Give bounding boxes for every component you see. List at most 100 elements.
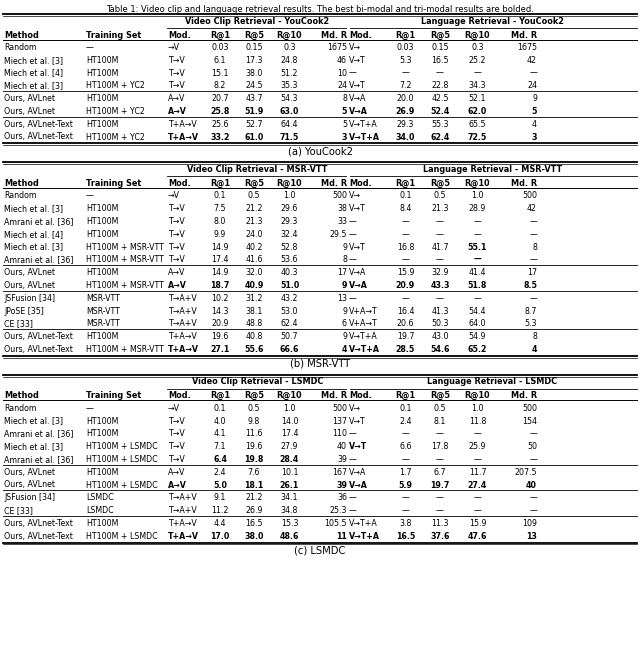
Text: 0.15: 0.15 [245, 43, 263, 52]
Text: 8: 8 [342, 94, 347, 103]
Text: 31.2: 31.2 [245, 293, 263, 303]
Text: 40: 40 [337, 442, 347, 451]
Text: 17: 17 [527, 268, 537, 277]
Text: —: — [436, 69, 444, 77]
Text: 0.1: 0.1 [214, 191, 227, 200]
Text: 34.3: 34.3 [468, 81, 486, 90]
Text: —: — [349, 293, 357, 303]
Text: CE [33]: CE [33] [4, 319, 33, 328]
Text: 167: 167 [332, 468, 347, 477]
Text: 27.9: 27.9 [281, 442, 298, 451]
Text: 1675: 1675 [517, 43, 537, 52]
Text: 154: 154 [522, 417, 537, 426]
Text: T→A+V: T→A+V [168, 493, 196, 502]
Text: 0.1: 0.1 [399, 403, 412, 413]
Text: HT100M: HT100M [86, 217, 118, 226]
Text: 54.9: 54.9 [469, 332, 486, 341]
Text: HT100M + LSMDC: HT100M + LSMDC [86, 455, 157, 464]
Text: 52.1: 52.1 [468, 94, 486, 103]
Text: Amrani et al. [36]: Amrani et al. [36] [4, 429, 74, 438]
Text: T→V: T→V [168, 69, 185, 77]
Text: A→V: A→V [168, 281, 187, 290]
Text: HT100M + YC2: HT100M + YC2 [86, 81, 145, 90]
Text: Miech et al. [3]: Miech et al. [3] [4, 204, 63, 213]
Text: 28.4: 28.4 [280, 455, 299, 464]
Text: 41.7: 41.7 [431, 242, 449, 252]
Text: 1.0: 1.0 [471, 403, 484, 413]
Text: Miech et al. [4]: Miech et al. [4] [4, 230, 63, 238]
Text: R@10: R@10 [465, 31, 490, 40]
Text: 51.0: 51.0 [280, 281, 299, 290]
Text: 46: 46 [337, 56, 347, 65]
Text: 64.0: 64.0 [468, 319, 486, 328]
Text: 3: 3 [342, 132, 347, 141]
Text: V→: V→ [349, 191, 361, 200]
Text: JPoSE [35]: JPoSE [35] [4, 307, 44, 316]
Text: A→V: A→V [168, 468, 186, 477]
Text: —: — [349, 493, 357, 502]
Text: R@5: R@5 [244, 179, 264, 188]
Text: —: — [401, 217, 410, 226]
Text: T+A→V: T+A→V [168, 345, 199, 354]
Text: Ours, AVLnet: Ours, AVLnet [4, 468, 55, 477]
Text: 72.5: 72.5 [468, 132, 487, 141]
Text: 29.3: 29.3 [281, 217, 298, 226]
Text: 15.9: 15.9 [397, 268, 414, 277]
Text: 39: 39 [336, 481, 347, 489]
Text: 16.4: 16.4 [397, 307, 414, 316]
Text: Ours, AVLnet-Text: Ours, AVLnet-Text [4, 120, 73, 128]
Text: 51.9: 51.9 [244, 107, 264, 116]
Text: HT100M: HT100M [86, 468, 118, 477]
Text: HT100M: HT100M [86, 94, 118, 103]
Text: 10.1: 10.1 [281, 468, 298, 477]
Text: (a) YouCook2: (a) YouCook2 [287, 147, 353, 157]
Text: 29.5: 29.5 [330, 230, 347, 238]
Text: —: — [349, 455, 357, 464]
Text: 54.6: 54.6 [430, 345, 450, 354]
Text: 65.2: 65.2 [468, 345, 487, 354]
Text: 2.4: 2.4 [399, 417, 412, 426]
Text: —: — [529, 429, 537, 438]
Text: —: — [474, 293, 481, 303]
Text: R@5: R@5 [430, 179, 450, 188]
Text: —: — [436, 230, 444, 238]
Text: V→T: V→T [349, 442, 367, 451]
Text: (c) LSMDC: (c) LSMDC [294, 546, 346, 555]
Text: 17.8: 17.8 [431, 442, 449, 451]
Text: V→T: V→T [349, 417, 365, 426]
Text: 26.9: 26.9 [245, 506, 262, 515]
Text: Ours, AVLnet-Text: Ours, AVLnet-Text [4, 332, 73, 341]
Text: 0.5: 0.5 [434, 403, 446, 413]
Text: 8.7: 8.7 [525, 307, 537, 316]
Text: —: — [474, 69, 481, 77]
Text: —: — [474, 255, 481, 265]
Text: V→T+A: V→T+A [349, 132, 380, 141]
Text: →V: →V [168, 191, 180, 200]
Text: —: — [401, 255, 410, 265]
Text: V→T+A: V→T+A [349, 345, 380, 354]
Text: 4.1: 4.1 [214, 429, 227, 438]
Text: Table 1: Video clip and language retrieval results. The best bi-modal and tri-mo: Table 1: Video clip and language retriev… [106, 5, 534, 14]
Text: 41.6: 41.6 [245, 255, 263, 265]
Text: Amrani et al. [36]: Amrani et al. [36] [4, 455, 74, 464]
Text: 0.1: 0.1 [399, 191, 412, 200]
Text: 34.1: 34.1 [281, 493, 298, 502]
Text: 16.5: 16.5 [431, 56, 449, 65]
Text: 42: 42 [527, 204, 537, 213]
Text: LSMDC: LSMDC [86, 493, 114, 502]
Text: —: — [349, 429, 357, 438]
Text: 14.9: 14.9 [211, 268, 228, 277]
Text: HT100M + MSR-VTT: HT100M + MSR-VTT [86, 345, 164, 354]
Text: Ours, AVLnet-Text: Ours, AVLnet-Text [4, 532, 73, 540]
Text: (b) MSR-VTT: (b) MSR-VTT [290, 359, 350, 369]
Text: Miech et al. [4]: Miech et al. [4] [4, 69, 63, 77]
Text: 4.0: 4.0 [214, 417, 227, 426]
Text: 38.1: 38.1 [245, 307, 262, 316]
Text: 3.8: 3.8 [399, 519, 412, 528]
Text: 207.5: 207.5 [515, 468, 537, 477]
Text: 43.3: 43.3 [430, 281, 450, 290]
Text: 24: 24 [337, 81, 347, 90]
Text: A→V: A→V [168, 481, 187, 489]
Text: T→V: T→V [168, 442, 185, 451]
Text: R@10: R@10 [276, 391, 302, 400]
